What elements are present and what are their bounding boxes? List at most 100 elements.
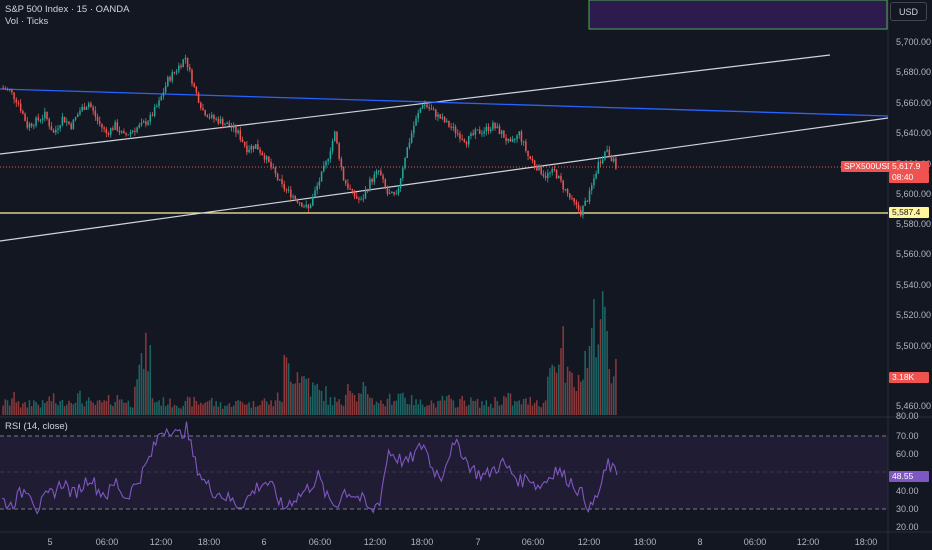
candle-body <box>395 193 398 195</box>
volume-bar <box>41 400 44 415</box>
candle-body <box>498 126 501 134</box>
candle-body <box>529 155 532 159</box>
candle-body <box>118 130 121 133</box>
candle-body <box>325 161 327 166</box>
volume-bar <box>329 397 332 415</box>
volume-bar <box>301 376 303 415</box>
volume-title[interactable]: Vol · Ticks <box>5 16 49 27</box>
candle-body <box>15 99 18 103</box>
volume-bar <box>107 394 110 415</box>
volume-bar <box>518 400 521 415</box>
candle-body <box>575 202 578 205</box>
volume-bar <box>371 398 373 415</box>
volume-bar <box>131 407 134 415</box>
candle-body <box>476 129 479 131</box>
volume-bar <box>450 398 452 415</box>
volume-bar <box>344 394 347 415</box>
volume-bar <box>215 401 217 415</box>
candle-body <box>582 205 584 216</box>
volume-bar <box>463 400 466 415</box>
zone-box[interactable] <box>588 0 888 30</box>
candle-body <box>454 126 457 134</box>
candle-body <box>443 117 446 123</box>
candle-body <box>191 69 193 84</box>
volume-bar <box>228 403 231 415</box>
candle-body <box>366 190 369 192</box>
candle-body <box>151 114 154 116</box>
volume-bar <box>360 393 362 415</box>
candle-body <box>171 72 173 81</box>
candle-body <box>448 120 450 127</box>
volume-bar <box>204 402 206 415</box>
time-tick-label: 06:00 <box>743 537 767 547</box>
volume-bar <box>338 399 340 415</box>
volume-bar <box>459 399 461 415</box>
candle-body <box>364 190 367 199</box>
volume-bar <box>435 407 437 415</box>
volume-bar <box>560 348 562 415</box>
volume-bar <box>230 406 233 415</box>
volume-bar <box>296 372 299 415</box>
candle-body <box>248 149 250 153</box>
volume-bar <box>478 407 481 415</box>
channel-upper-line[interactable] <box>0 54 831 155</box>
candle-body <box>358 198 360 200</box>
volume-bar <box>397 393 400 415</box>
volume-bar <box>529 396 532 415</box>
volume-bar <box>153 402 156 415</box>
volume-bar <box>136 379 138 415</box>
volume-bar <box>516 401 518 415</box>
candle-body <box>373 174 376 182</box>
candle-body <box>281 179 283 184</box>
volume-bar <box>347 383 349 415</box>
volume-bar <box>70 402 72 415</box>
rsi-title[interactable]: RSI (14, close) <box>5 421 68 432</box>
candle-body <box>228 122 231 127</box>
volume-bar <box>351 392 354 415</box>
volume-bar <box>496 400 499 415</box>
volume-bar <box>145 332 147 415</box>
candle-body <box>301 202 303 207</box>
volume-bar <box>408 404 411 415</box>
channel-lower-line[interactable] <box>0 117 889 242</box>
candle-body <box>494 122 496 129</box>
candle-body <box>224 124 226 126</box>
candle-body <box>312 196 314 206</box>
candle-body <box>145 121 147 125</box>
candle-body <box>213 115 215 120</box>
volume-bar <box>514 400 516 415</box>
volume-bar <box>217 406 220 415</box>
volume-bar <box>79 390 81 415</box>
candle-body <box>481 133 483 135</box>
candle-body <box>610 155 613 162</box>
candle-body <box>485 126 488 132</box>
volume-bar <box>250 407 253 415</box>
price-tick-label: 5,460.00 <box>896 401 932 411</box>
candle-body <box>402 168 404 179</box>
candle-body <box>424 104 426 106</box>
time-tick-label: 12:00 <box>149 537 173 547</box>
volume-bar <box>28 400 31 415</box>
volume-bar <box>305 378 307 415</box>
candle-body <box>456 133 459 135</box>
candle-body <box>531 158 534 161</box>
volume-bar <box>226 405 228 415</box>
candle-body <box>138 124 141 128</box>
volume-bar <box>439 400 441 415</box>
resistance-line[interactable] <box>0 88 889 117</box>
candle-body <box>360 199 362 201</box>
candle-body <box>463 139 466 143</box>
candle-body <box>57 128 59 130</box>
candle-body <box>202 108 204 111</box>
volume-bar <box>272 406 275 415</box>
symbol-title[interactable]: S&P 500 Index · 15 · OANDA <box>5 4 130 15</box>
candle-body <box>292 196 294 198</box>
volume-bar <box>509 393 512 415</box>
volume-bar <box>274 400 277 415</box>
candle-body <box>261 152 264 156</box>
currency-button[interactable]: USD <box>890 2 927 21</box>
volume-bar <box>46 401 48 415</box>
volume-bar <box>327 404 329 415</box>
volume-bar <box>505 397 507 415</box>
